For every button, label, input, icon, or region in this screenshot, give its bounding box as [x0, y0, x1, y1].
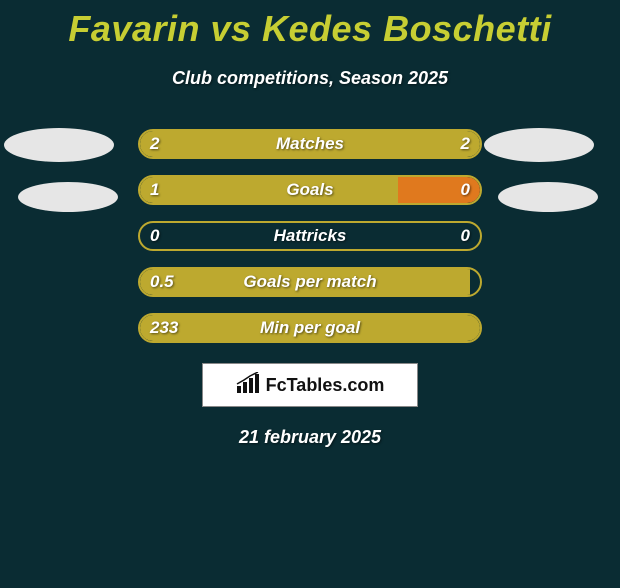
stat-value-left: 0.5 [150, 272, 174, 292]
player-photo-left-0 [4, 128, 114, 162]
stat-row-goals-per-match: 0.5 Goals per match [138, 267, 482, 297]
date-label: 21 february 2025 [0, 427, 620, 448]
stat-name: Matches [276, 134, 344, 154]
stat-value-right: 2 [461, 134, 470, 154]
page-subtitle: Club competitions, Season 2025 [0, 68, 620, 89]
stat-value-left: 0 [150, 226, 159, 246]
bar-fill-left [140, 177, 398, 203]
logo-box: FcTables.com [202, 363, 418, 407]
stat-value-right: 0 [461, 180, 470, 200]
page-title: Favarin vs Kedes Boschetti [0, 8, 620, 50]
stat-name: Min per goal [260, 318, 360, 338]
stat-value-left: 1 [150, 180, 159, 200]
stat-value-left: 233 [150, 318, 178, 338]
stat-row-matches: 2 2 Matches [138, 129, 482, 159]
stat-value-left: 2 [150, 134, 159, 154]
stat-name: Hattricks [274, 226, 347, 246]
stat-name: Goals per match [243, 272, 376, 292]
logo-text: FcTables.com [266, 375, 385, 396]
player-photo-left-1 [18, 182, 118, 212]
player-photo-right-1 [498, 182, 598, 212]
stat-row-min-per-goal: 233 Min per goal [138, 313, 482, 343]
stat-row-goals: 1 0 Goals [138, 175, 482, 205]
stat-row-hattricks: 0 0 Hattricks [138, 221, 482, 251]
stat-value-right: 0 [461, 226, 470, 246]
stat-name: Goals [286, 180, 333, 200]
logo-chart-icon [236, 372, 262, 399]
player-photo-right-0 [484, 128, 594, 162]
